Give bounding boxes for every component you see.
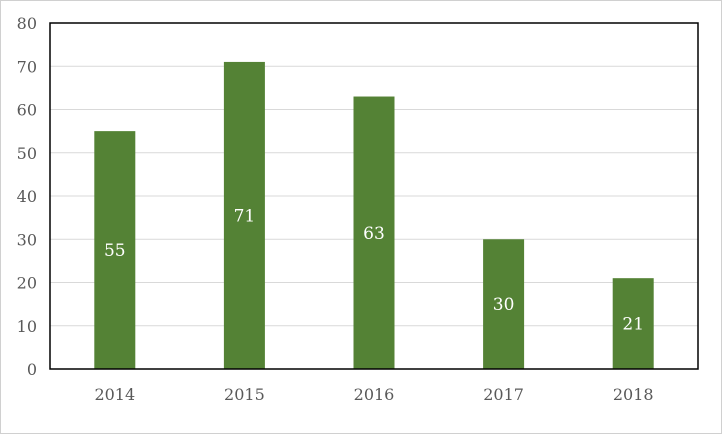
data-label-2015: 71 [234, 206, 256, 226]
bar-2018 [612, 278, 654, 369]
x-tick-label-2014: 2014 [94, 385, 135, 404]
data-label-2017: 30 [493, 295, 515, 315]
data-labels: 55 71 63 30 21 [104, 206, 644, 334]
y-tick-label-50: 50 [17, 144, 37, 163]
x-tick-label-2018: 2018 [613, 385, 654, 404]
plot-area-border [49, 22, 699, 370]
data-label-2016: 63 [363, 224, 385, 244]
y-tick-label-20: 20 [17, 274, 37, 293]
y-tick-label-10: 10 [17, 317, 37, 336]
y-tick-label-0: 0 [27, 360, 37, 379]
y-tick-labels: 0 10 20 30 40 50 60 70 80 [17, 14, 37, 379]
bar-2016 [353, 96, 395, 370]
y-tick-label-30: 30 [17, 230, 37, 249]
data-label-2014: 55 [104, 241, 126, 261]
data-label-2018: 21 [622, 315, 644, 335]
y-tick-label-40: 40 [17, 187, 37, 206]
bar-2014 [94, 131, 136, 369]
x-tick-label-2017: 2017 [483, 385, 524, 404]
y-tick-label-60: 60 [17, 101, 37, 120]
bars [94, 61, 654, 370]
x-tick-label-2015: 2015 [224, 385, 265, 404]
x-tick-label-2016: 2016 [354, 385, 395, 404]
bar-2017 [483, 239, 525, 369]
bar-2015 [223, 61, 265, 370]
y-tick-label-80: 80 [17, 14, 37, 33]
axes [49, 22, 699, 370]
x-tick-labels: 2014 2015 2016 2017 2018 [94, 385, 653, 404]
y-tick-label-70: 70 [17, 57, 37, 76]
